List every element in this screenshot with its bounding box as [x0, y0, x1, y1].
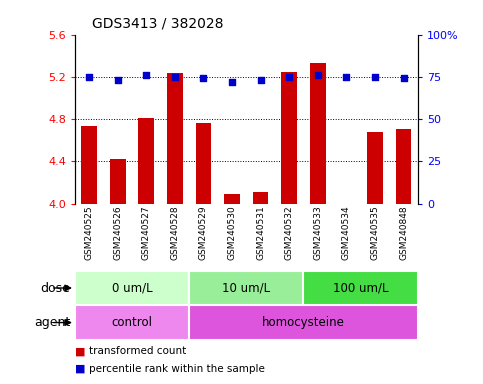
- Bar: [303, 271, 418, 305]
- Text: GSM240531: GSM240531: [256, 205, 265, 260]
- Text: GSM240528: GSM240528: [170, 205, 179, 260]
- Bar: [367, 132, 383, 204]
- Text: GDS3413 / 382028: GDS3413 / 382028: [92, 17, 224, 31]
- Text: GSM240530: GSM240530: [227, 205, 237, 260]
- Point: [314, 72, 322, 78]
- Bar: [81, 126, 97, 204]
- Text: percentile rank within the sample: percentile rank within the sample: [89, 364, 265, 374]
- Text: ■: ■: [75, 346, 85, 356]
- Text: GSM240534: GSM240534: [342, 205, 351, 260]
- Point: [228, 79, 236, 85]
- Text: agent: agent: [34, 316, 70, 329]
- Bar: [196, 123, 212, 204]
- Text: GSM240848: GSM240848: [399, 205, 408, 260]
- Point: [85, 74, 93, 80]
- Bar: [167, 73, 183, 204]
- Bar: [139, 118, 154, 204]
- Text: homocysteine: homocysteine: [262, 316, 345, 329]
- Point: [171, 74, 179, 80]
- Bar: [281, 71, 297, 204]
- Bar: [253, 192, 269, 204]
- Text: GSM240526: GSM240526: [113, 205, 122, 260]
- Point: [114, 77, 122, 83]
- Bar: [110, 159, 126, 204]
- Point: [285, 74, 293, 80]
- Bar: [189, 271, 303, 305]
- Text: 100 um/L: 100 um/L: [333, 281, 388, 295]
- Text: transformed count: transformed count: [89, 346, 186, 356]
- Point: [371, 74, 379, 80]
- Point: [142, 72, 150, 78]
- Point: [342, 74, 350, 80]
- Text: GSM240532: GSM240532: [284, 205, 294, 260]
- Bar: [396, 129, 412, 204]
- Point: [199, 75, 207, 81]
- Text: 0 um/L: 0 um/L: [112, 281, 152, 295]
- Bar: [75, 271, 189, 305]
- Text: GSM240529: GSM240529: [199, 205, 208, 260]
- Text: ■: ■: [75, 364, 85, 374]
- Text: GSM240525: GSM240525: [85, 205, 94, 260]
- Bar: [189, 305, 418, 340]
- Text: dose: dose: [40, 281, 70, 295]
- Point: [257, 77, 265, 83]
- Text: 10 um/L: 10 um/L: [222, 281, 270, 295]
- Text: GSM240533: GSM240533: [313, 205, 322, 260]
- Bar: [224, 194, 240, 204]
- Point: [399, 75, 407, 81]
- Bar: [75, 305, 189, 340]
- Bar: [310, 63, 326, 204]
- Text: control: control: [112, 316, 153, 329]
- Text: GSM240527: GSM240527: [142, 205, 151, 260]
- Text: GSM240535: GSM240535: [370, 205, 380, 260]
